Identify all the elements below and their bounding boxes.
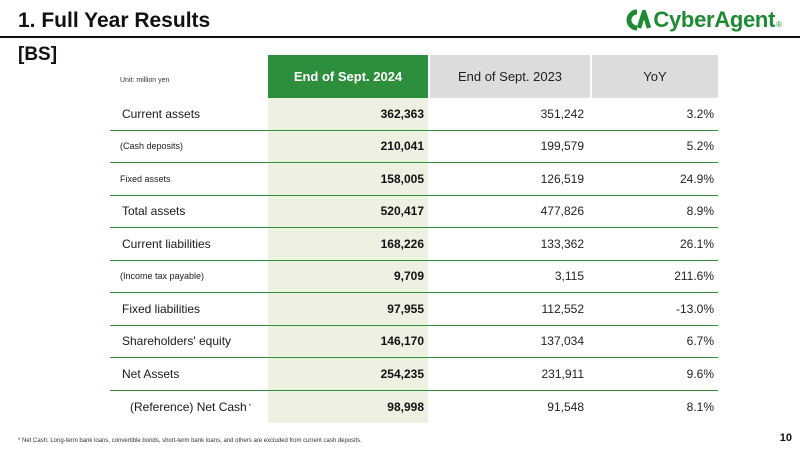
table-header-row: Unit: million yen End of Sept. 2024 End …: [110, 55, 718, 98]
row-label: Shareholders' equity: [122, 334, 232, 349]
page-title: 1. Full Year Results: [18, 9, 211, 32]
table-row: Current liabilities 168,226 133,362 26.1…: [110, 228, 718, 261]
title-divider: [0, 36, 800, 38]
value-2024: 98,998: [268, 390, 428, 423]
unit-label: Unit: million yen: [120, 77, 170, 84]
value-2023: 199,579: [540, 139, 584, 154]
value-yoy: 24.9%: [679, 171, 714, 186]
table-row: (Income tax payable) 9,709 3,115 211.6%: [110, 260, 718, 293]
value-yoy: 6.7%: [686, 334, 714, 349]
table-row: Net Assets 254,235 231,911 9.6%: [110, 358, 718, 391]
value-yoy: 8.1%: [686, 399, 714, 414]
value-yoy: 3.2%: [686, 106, 714, 121]
table-row: Fixed liabilities 97,955 112,552 -13.0%: [110, 293, 718, 326]
value-2024: 97,955: [268, 293, 428, 325]
value-2023: 3,115: [554, 269, 584, 284]
value-2024: 146,170: [268, 325, 428, 357]
value-2023: 137,034: [540, 334, 584, 349]
table-row: Total assets 520,417 477,826 8.9%: [110, 195, 718, 228]
logo-wordmark: CyberAgent: [653, 7, 776, 32]
value-yoy: 8.9%: [686, 204, 714, 219]
footnote-mark: *: [248, 403, 252, 410]
row-label: Fixed assets: [120, 173, 171, 184]
value-2024: 520,417: [268, 195, 428, 227]
value-2023: 351,242: [540, 106, 584, 121]
value-yoy: 211.6%: [674, 269, 714, 284]
cyberagent-logo-icon: [626, 9, 652, 31]
row-label: (Reference) Net Cash *: [110, 391, 268, 424]
value-yoy: 9.6%: [686, 366, 714, 381]
row-label: Fixed liabilities: [122, 301, 201, 316]
row-label-text: (Reference) Net Cash: [130, 399, 247, 414]
column-header-yoy: YoY: [590, 55, 718, 98]
table-row: (Cash deposits) 210,041 199,579 5.2%: [110, 130, 718, 163]
value-2024: 362,363: [268, 98, 428, 130]
table-row: Shareholders' equity 146,170 137,034 6.7…: [110, 325, 718, 358]
row-label: Current assets: [122, 106, 201, 121]
row-label: Net Assets: [122, 366, 180, 381]
logo-registered-mark: ®: [776, 20, 782, 29]
value-2024: 9,709: [268, 260, 428, 292]
page-number: 10: [779, 432, 792, 444]
row-label: Current liabilities: [122, 236, 211, 251]
value-2023: 91,548: [547, 399, 584, 414]
row-label: (Cash deposits): [120, 141, 184, 152]
value-2023: 231,911: [541, 366, 585, 381]
footnote: * Net Cash: Long-term bank loans, conver…: [18, 438, 362, 444]
value-yoy: 5.2%: [686, 139, 714, 154]
column-header-2024: End of Sept. 2024: [268, 55, 428, 98]
table-row: (Reference) Net Cash * 98,998 91,548 8.1%: [110, 390, 718, 424]
section-subtitle: [BS]: [18, 44, 58, 65]
value-2024: 210,041: [268, 130, 428, 162]
value-yoy: -13.0%: [675, 301, 714, 316]
value-yoy: 26.1%: [679, 236, 714, 251]
value-2024: 168,226: [268, 228, 428, 260]
value-2023: 112,552: [541, 301, 585, 316]
value-2024: 254,235: [268, 358, 428, 390]
table-row: Fixed assets 158,005 126,519 24.9%: [110, 163, 718, 196]
balance-sheet-table: Unit: million yen End of Sept. 2024 End …: [110, 55, 718, 423]
value-2024: 158,005: [268, 163, 428, 195]
value-2023: 126,519: [540, 171, 584, 186]
value-2023: 133,362: [540, 236, 584, 251]
row-label: Total assets: [122, 204, 186, 219]
company-logo: CyberAgent ®: [625, 6, 782, 34]
column-header-2023: End of Sept. 2023: [428, 55, 590, 98]
value-2023: 477,826: [540, 204, 584, 219]
row-label: (Income tax payable): [120, 271, 205, 282]
table-row: Current assets 362,363 351,242 3.2%: [110, 98, 718, 131]
